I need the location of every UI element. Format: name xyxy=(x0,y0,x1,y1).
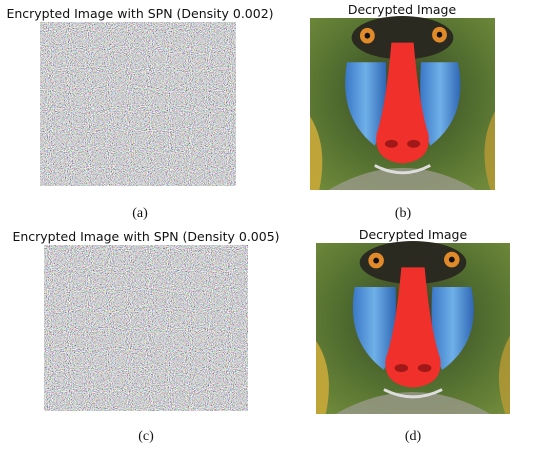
decrypted-image xyxy=(308,14,497,192)
panel-title: Decrypted Image xyxy=(359,227,468,242)
panel-title: Encrypted Image with SPN (Density 0.002) xyxy=(6,6,273,21)
decrypted-image xyxy=(314,239,512,416)
panel-caption: (a) xyxy=(132,206,148,221)
encrypted-image xyxy=(44,245,248,411)
panel-caption: (d) xyxy=(405,429,422,444)
panel-caption: (b) xyxy=(395,206,412,221)
panel-caption: (c) xyxy=(138,429,154,444)
panel-title: Decrypted Image xyxy=(348,2,457,17)
panel-title: Encrypted Image with SPN (Density 0.005) xyxy=(12,229,279,244)
encrypted-image xyxy=(40,22,236,186)
